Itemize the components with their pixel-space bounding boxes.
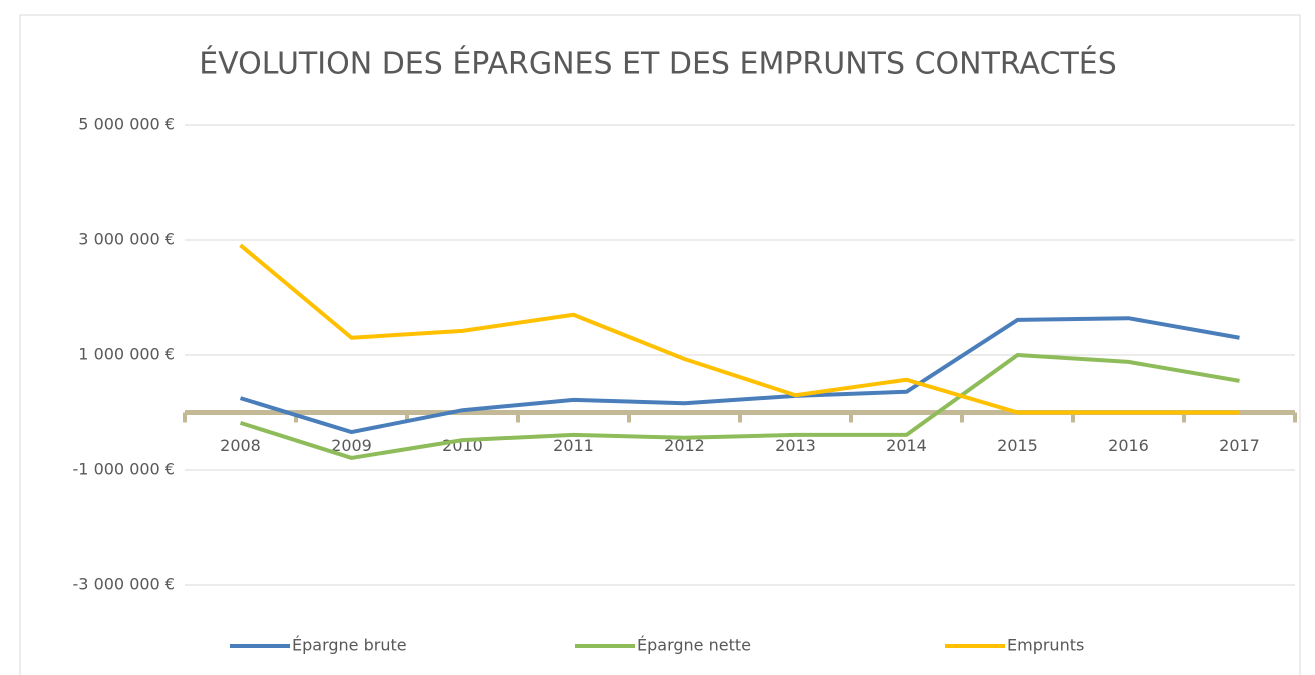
series-line <box>239 243 1240 415</box>
chart-frame <box>19 14 1301 675</box>
legend-label: Emprunts <box>1007 636 1084 655</box>
x-tick-label: 2012 <box>664 436 705 455</box>
chart-title: ÉVOLUTION DES ÉPARGNES ET DES EMPRUNTS C… <box>199 46 1117 82</box>
x-tick-label: 2009 <box>331 436 372 455</box>
y-tick-label: 1 000 000 € <box>78 345 175 364</box>
legend-label: Épargne brute <box>292 636 407 655</box>
x-tick-label: 2011 <box>553 436 594 455</box>
y-tick-label: 5 000 000 € <box>78 115 175 134</box>
series-line <box>239 316 1240 435</box>
y-tick-label: 3 000 000 € <box>78 230 175 249</box>
x-tick-label: 2014 <box>886 436 927 455</box>
x-tick-label: 2017 <box>1219 436 1260 455</box>
x-tick-label: 2008 <box>220 436 261 455</box>
series-line <box>239 353 1240 460</box>
x-tick-label: 2015 <box>997 436 1038 455</box>
x-tick-label: 2016 <box>1108 436 1149 455</box>
y-tick-label: -3 000 000 € <box>73 575 175 594</box>
y-tick-label: -1 000 000 € <box>73 460 175 479</box>
x-tick-label: 2013 <box>775 436 816 455</box>
legend-label: Épargne nette <box>637 636 751 655</box>
